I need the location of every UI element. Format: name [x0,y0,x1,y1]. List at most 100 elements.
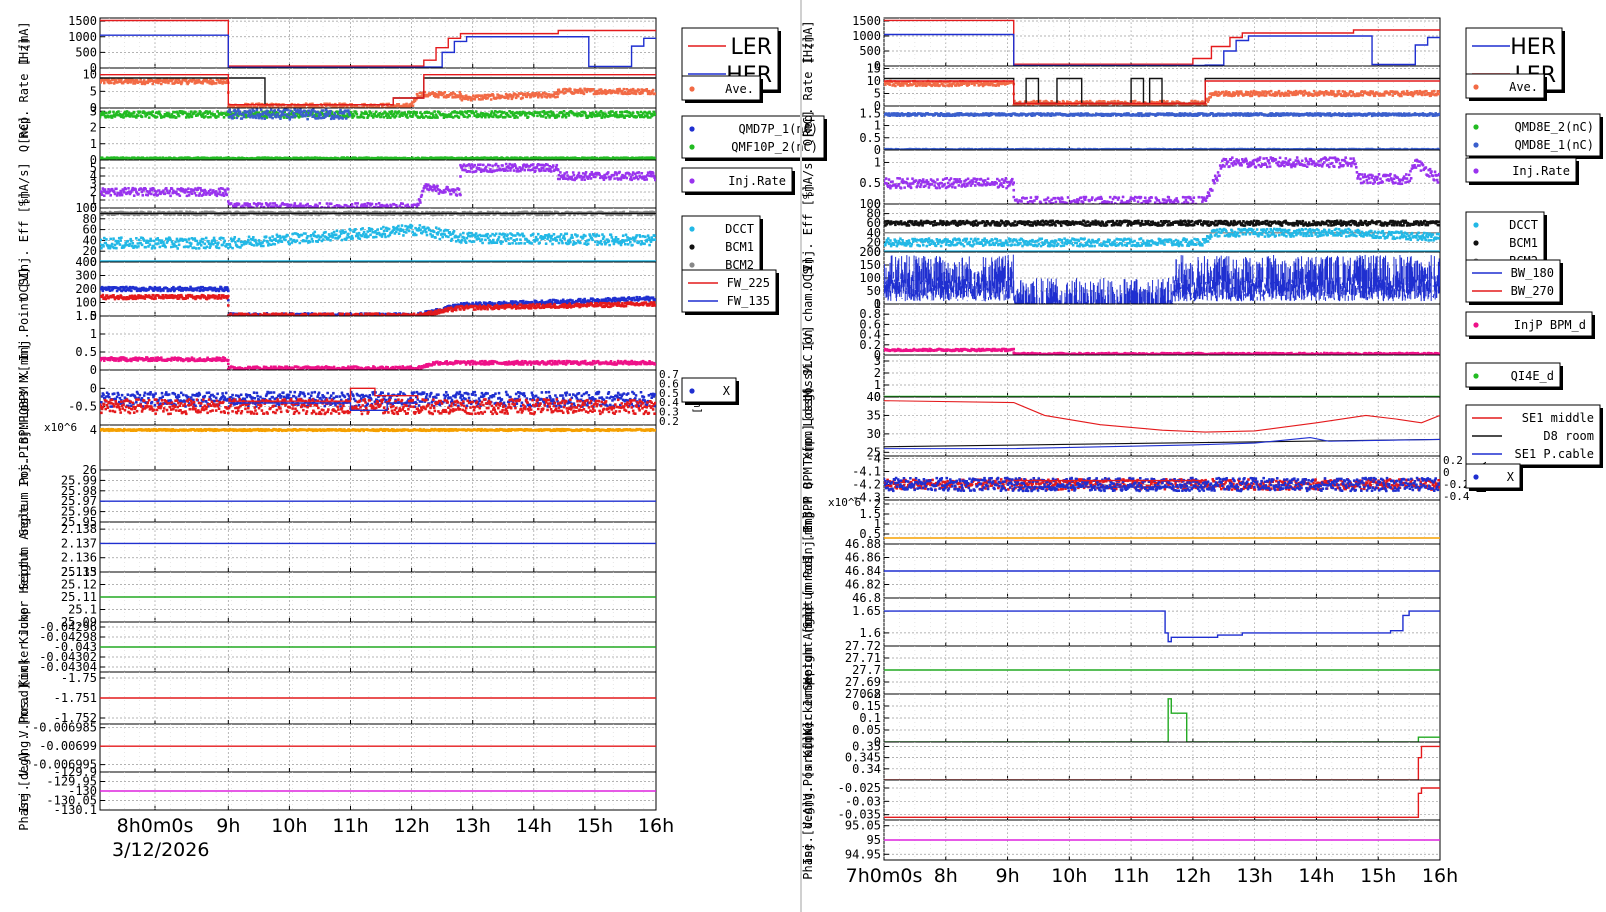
y-tick-label: 0.6 [859,317,881,331]
y-tick-label: -4.3 [852,490,881,504]
legend-marker [1473,124,1479,130]
panel-frame [99,469,657,523]
y-tick-label: 1 [874,155,881,169]
legend-label: QMD8E_2(nC) [1515,120,1594,134]
panel-frame [99,521,657,573]
series-e41a1c-line [884,787,1440,819]
right-tick-label: 0.6 [659,377,679,390]
y-axis-label: Septum Pos. [mm] [801,513,815,629]
series-group [100,19,656,68]
y-tick-label: 3 [874,354,881,368]
y-tick-label: 27.72 [845,639,881,653]
legend-marker [689,144,695,150]
y-tick-label: -0.04304 [39,660,97,674]
x-tick-label: 14h [1298,865,1334,887]
legend-marker [689,178,695,184]
y-axis-label: Kicker Height [17,550,31,644]
y-axis-label: Q[nC] [801,110,815,146]
series-qmf10p-2-nc-points [100,156,656,160]
legend: X [1465,463,1523,491]
series-e41a1c-line [228,387,419,402]
y-tick-label: -0.5 [68,400,97,414]
y-tick-label: -130 [68,784,97,798]
right-tick-label: -0.2 [1443,478,1470,491]
legend-box [681,167,793,193]
y-tick-label: -0.006995 [32,758,97,772]
panel-inj-v-ang-mrad: -0.035-0.03-0.025 Inj. V.Ang. [mrad] [801,735,1441,865]
y-tick-label: 0 [874,197,881,211]
y-tick-label: -0.00699 [39,739,97,753]
y-tick-label: 25.12 [61,578,97,592]
legend: InjP BPM_d [1465,311,1595,339]
legend-box [1465,404,1601,466]
panel-septum-angle-mrad: 1.6 1.65 Septum Angle [mrad] [801,553,1441,691]
y-axis-label: Rep. Rate [Hz] [17,37,31,138]
y-axis-label: I [mA] [801,20,815,63]
panel-frame [99,424,657,471]
legend: QI4E_d [1465,362,1563,390]
panel-inj-p-bpm-x-mm: -4.3-4.2-4.1-40.20-0.2-0.4Y[mm]Inj.P BPM… [801,424,1523,532]
y-tick-label: -4.2 [852,477,881,491]
y-tick-label: 40 [867,390,881,404]
y-tick-label: 46.82 [845,578,881,592]
y-axis-label: Inj.P BPM X[mm] [17,343,31,451]
panel-q-nc: 00.511.5 Q[nC] QMD8E_2(nC) QMD8E_1(nC) [801,105,1603,159]
panel-frame [883,303,1441,356]
legend-label: HER [1510,35,1556,60]
series-e41a1c-line [884,80,1440,105]
y-tick-label: 27.68 [845,687,881,701]
panel-frame [883,741,1441,781]
legend-marker [1473,322,1479,328]
y-tick-label: 0.5 [75,345,97,359]
series-f5a000-points [100,427,656,433]
right-tick-label: 0.2 [1443,454,1463,467]
y-tick-label: 46.84 [845,564,881,578]
y-tick-label: -0.03 [845,794,881,808]
panel-frame [99,723,657,773]
x-tick-label: 8h [934,865,958,887]
legend-label: X [723,384,731,398]
y-tick-label: -129.9 [54,765,97,779]
y-tick-label: 1.5 [859,106,881,120]
y-tick-label: -1.752 [54,711,97,725]
y-tick-label: 46.88 [845,537,881,551]
series-her-line [100,34,656,68]
series-dcct-points [884,227,1440,248]
y-tick-label: -4.1 [852,465,881,479]
y-tick-label: 2.138 [61,522,97,536]
right-tick-label: 0.7 [659,368,679,381]
y-tick-label: 25 [867,445,881,459]
series-group [884,254,1440,304]
y-tick-label: -130.1 [54,803,97,817]
y-tick-label: 0 [874,348,881,362]
series-group [884,745,1440,780]
y-tick-label: 200 [859,245,881,259]
series-bw-180-points [884,254,1440,304]
right-tick-label: 0.3 [659,406,679,419]
y-tick-label: 0 [874,59,881,73]
column-divider [800,0,802,912]
y-tick-label: 0.2 [859,338,881,352]
legend-label: SE1 middle [1522,411,1594,425]
y-tick-label: 0 [874,297,881,311]
y-axis-label: Kicker Height [mm] [801,605,815,735]
y-tick-label: 2.137 [61,536,97,550]
y-axis-label: Septum Pos. [17,456,31,535]
legend: BW_180 BW_270 [1465,259,1563,305]
legend-box [1465,73,1545,99]
y-tick-label: 0.5 [859,176,881,190]
y-tick-label: 0 [90,153,97,167]
panel-frame [883,455,1441,501]
series-group [884,77,1440,106]
y-tick-label: 400 [75,255,97,269]
series-her-line [884,33,1440,66]
legend-label: Inj.Rate [1512,164,1570,178]
y-tick-label: 1 [874,378,881,392]
